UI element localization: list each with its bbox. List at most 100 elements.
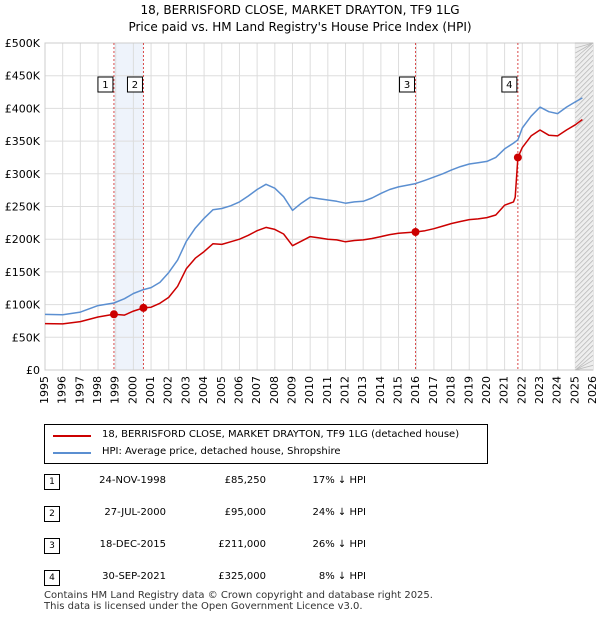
transaction-date: 27-JUL-2000 [104, 507, 166, 518]
forecast-hatch [575, 245, 594, 264]
transaction-badge: 1 [44, 474, 60, 490]
chart-title-line2: Price paid vs. HM Land Registry's House … [128, 20, 472, 34]
forecast-hatch [575, 155, 594, 174]
forecast-hatch [575, 90, 594, 109]
forecast-hatch [575, 230, 594, 249]
transaction-badge: 2 [44, 506, 60, 522]
sale-label-box [97, 76, 114, 93]
transaction-hpi-diff: 24% ↓ HPI [312, 507, 366, 518]
footer-line2: This data is licensed under the Open Gov… [44, 601, 363, 612]
forecast-hatch [575, 105, 594, 124]
forecast-hatch [575, 280, 594, 299]
forecast-hatch [575, 42, 594, 49]
axis-labels-layer: £0 £50K £100K £150K £200K £250K £300K £350K £400… [5, 37, 599, 404]
forecast-hatch [575, 125, 594, 144]
forecast-hatch [575, 75, 594, 94]
forecast-hatch [575, 200, 594, 219]
x-tick-label: 2003 [179, 376, 192, 404]
x-tick-label: 1995 [38, 376, 51, 404]
forecast-hatch [575, 315, 594, 334]
x-tick-label: 1998 [91, 376, 104, 404]
legend-item-property: 18, BERRISFORD CLOSE, MARKET DRAYTON, TF… [45, 427, 485, 443]
property-price-line [44, 118, 583, 325]
x-tick-label: 2020 [480, 376, 493, 404]
forecast-hatch [575, 310, 594, 329]
y-tick-label: £250K [5, 201, 41, 214]
forecast-hatch [575, 170, 594, 189]
legend-swatch-hpi [53, 452, 91, 454]
x-tick-label: 1997 [73, 376, 86, 404]
forecast-hatch [575, 275, 594, 294]
x-tick-label: 2012 [339, 376, 352, 404]
transaction-price: £95,000 [224, 507, 266, 518]
forecast-hatch [575, 290, 594, 309]
forecast-hatch [575, 340, 594, 359]
forecast-hatch [575, 185, 594, 204]
legend-item-hpi: HPI: Average price, detached house, Shro… [45, 444, 485, 460]
forecast-hatch [575, 115, 594, 134]
y-tick-label: £500K [5, 37, 41, 50]
forecast-hatch [575, 42, 594, 54]
forecast-hatch [575, 205, 594, 224]
footer-line1: Contains HM Land Registry data © Crown c… [44, 590, 433, 601]
forecast-hatch [575, 145, 594, 164]
x-tick-label: 2016 [409, 376, 422, 404]
forecast-hatch [575, 305, 594, 324]
chart-title-line1: 18, BERRISFORD CLOSE, MARKET DRAYTON, TF… [140, 3, 460, 17]
forecast-hatch [575, 135, 594, 154]
x-tick-label: 2021 [498, 376, 511, 404]
x-tick-label: 2013 [356, 376, 369, 404]
y-tick-label: £400K [5, 102, 41, 115]
legend-swatch-property [53, 435, 91, 437]
forecast-hatch [575, 60, 594, 79]
forecast-hatch [575, 210, 594, 229]
forecast-hatch [575, 70, 594, 89]
forecast-region [575, 43, 593, 370]
table-row: 3 18-DEC-2015 £211,000 26% ↓ HPI [44, 536, 564, 556]
x-tick-label: 2023 [533, 376, 546, 404]
x-tick-label: 2011 [321, 376, 334, 404]
forecast-hatch [575, 235, 594, 254]
x-tick-label: 2015 [392, 376, 405, 404]
legend-label-property: 18, BERRISFORD CLOSE, MARKET DRAYTON, TF… [102, 429, 460, 440]
forecast-hatch [575, 255, 594, 274]
transaction-price: £211,000 [218, 539, 266, 550]
y-tick-label: £0 [26, 364, 40, 377]
legend: 18, BERRISFORD CLOSE, MARKET DRAYTON, TF… [44, 424, 488, 464]
transaction-date: 18-DEC-2015 [99, 539, 166, 550]
forecast-hatch [575, 95, 594, 114]
forecast-hatch [575, 195, 594, 214]
forecast-hatch [575, 350, 594, 369]
forecast-hatch [575, 140, 594, 159]
forecast-hatch [575, 160, 594, 179]
y-tick-label: £50K [12, 331, 41, 344]
price-chart: 1 2 3 4 £0 £50K £100K £150K £200K £250K £300K £350… [5, 37, 599, 404]
y-tick-label: £150K [5, 266, 41, 279]
forecast-hatch [575, 180, 594, 199]
forecast-hatch [575, 50, 594, 69]
y-tick-label: £300K [5, 168, 41, 181]
x-tick-label: 2001 [144, 376, 157, 404]
forecast-hatch [575, 100, 594, 119]
legend-label-hpi: HPI: Average price, detached house, Shro… [102, 446, 341, 457]
transaction-date: 30-SEP-2021 [102, 571, 166, 582]
sale-marker [411, 228, 420, 237]
x-tick-label: 2018 [445, 376, 458, 404]
x-tick-label: 2022 [515, 376, 528, 404]
x-tick-label: 2000 [126, 376, 139, 404]
forecast-layer [575, 42, 594, 371]
table-row: 2 27-JUL-2000 £95,000 24% ↓ HPI [44, 504, 564, 524]
y-tick-label: £200K [5, 233, 41, 246]
markers-layer [109, 153, 522, 319]
forecast-hatch [575, 190, 594, 209]
sale-marker [513, 153, 522, 162]
forecast-hatch [575, 110, 594, 129]
hpi-line [44, 97, 583, 316]
forecast-hatch [575, 250, 594, 269]
sale-label-box [126, 76, 143, 93]
forecast-hatch [575, 165, 594, 184]
sale-label: 2 [132, 80, 138, 91]
footer-attribution: Contains HM Land Registry data © Crown c… [44, 590, 433, 612]
forecast-hatch [575, 150, 594, 169]
y-tick-label: £450K [5, 70, 41, 83]
